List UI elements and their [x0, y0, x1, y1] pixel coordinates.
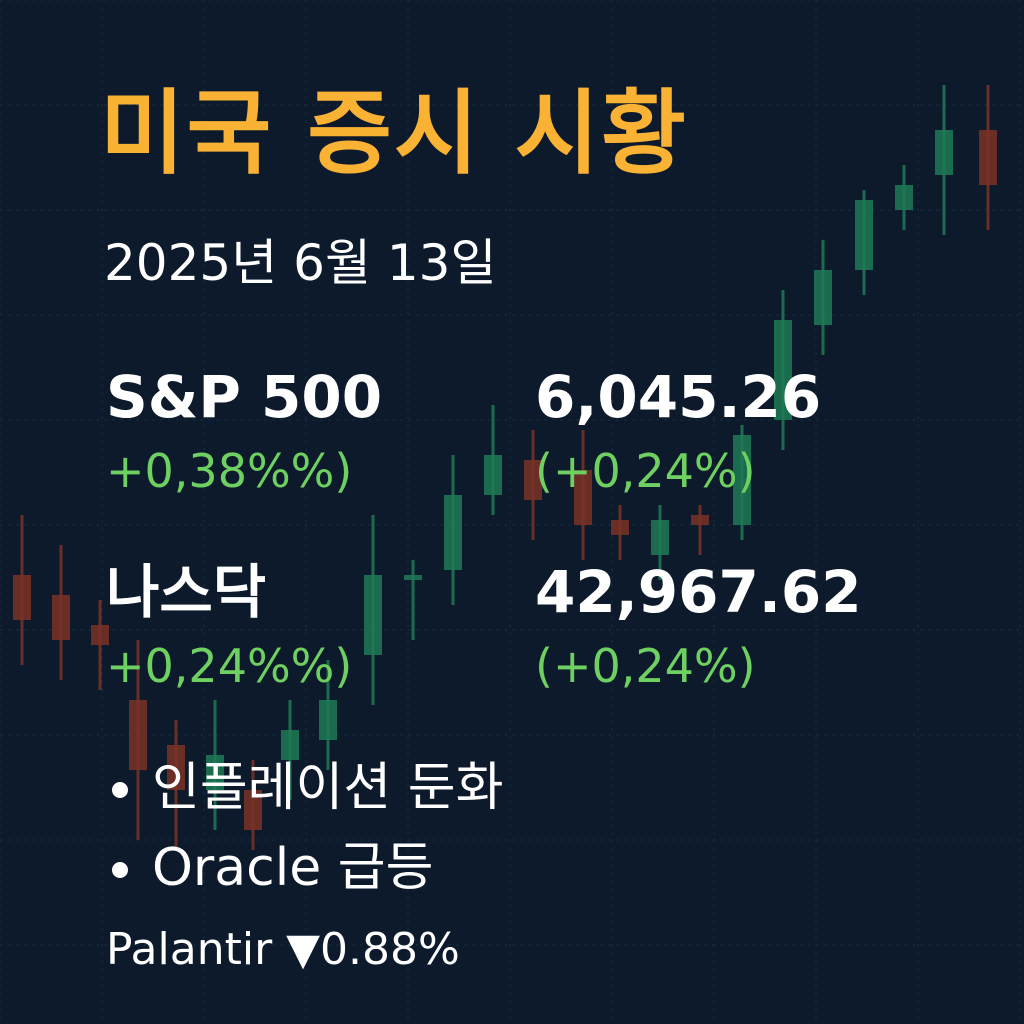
index-value: 42,967.62 [535, 558, 862, 626]
candle-body [206, 755, 224, 790]
footer-note: Palantir ▼0.88% [106, 924, 460, 975]
candle-body [774, 320, 792, 420]
index-change: +0,38%%) [106, 444, 353, 498]
note: 인플레이션 둔화 [152, 758, 504, 818]
index-change: +0,24%%) [106, 639, 353, 693]
candle-body [574, 470, 592, 525]
bullet [112, 782, 128, 798]
candle-body [129, 700, 147, 770]
candle-body [651, 520, 669, 555]
candle-body [444, 495, 462, 570]
candle-body [364, 575, 382, 655]
index-change: (+0,24%) [535, 639, 756, 693]
candle-body [404, 575, 422, 580]
title: 미국 증시 시황 [100, 80, 688, 187]
candle-body [979, 130, 997, 185]
candle-body [855, 200, 873, 270]
candle-body [244, 790, 262, 830]
index-name: 나스닥 [106, 558, 267, 626]
candle-body [611, 520, 629, 535]
index-change: (+0,24%) [535, 444, 756, 498]
candle-body [524, 460, 542, 500]
candle-body [691, 515, 709, 525]
candle-body [167, 745, 185, 790]
note: Oracle 급등 [152, 838, 434, 898]
candle-body [935, 130, 953, 175]
candle-body [13, 575, 31, 620]
candle-body [895, 185, 913, 210]
index-name: S&P 500 [106, 363, 383, 431]
candle-body [733, 435, 751, 525]
candle-body [319, 700, 337, 740]
bullet [112, 862, 128, 878]
index-value: 6,045.26 [535, 363, 822, 431]
date: 2025년 6월 13일 [104, 234, 497, 292]
candle-body [281, 730, 299, 760]
candle-body [91, 625, 109, 645]
candle-body [814, 270, 832, 325]
candle-body [484, 455, 502, 495]
candle-body [52, 595, 70, 640]
